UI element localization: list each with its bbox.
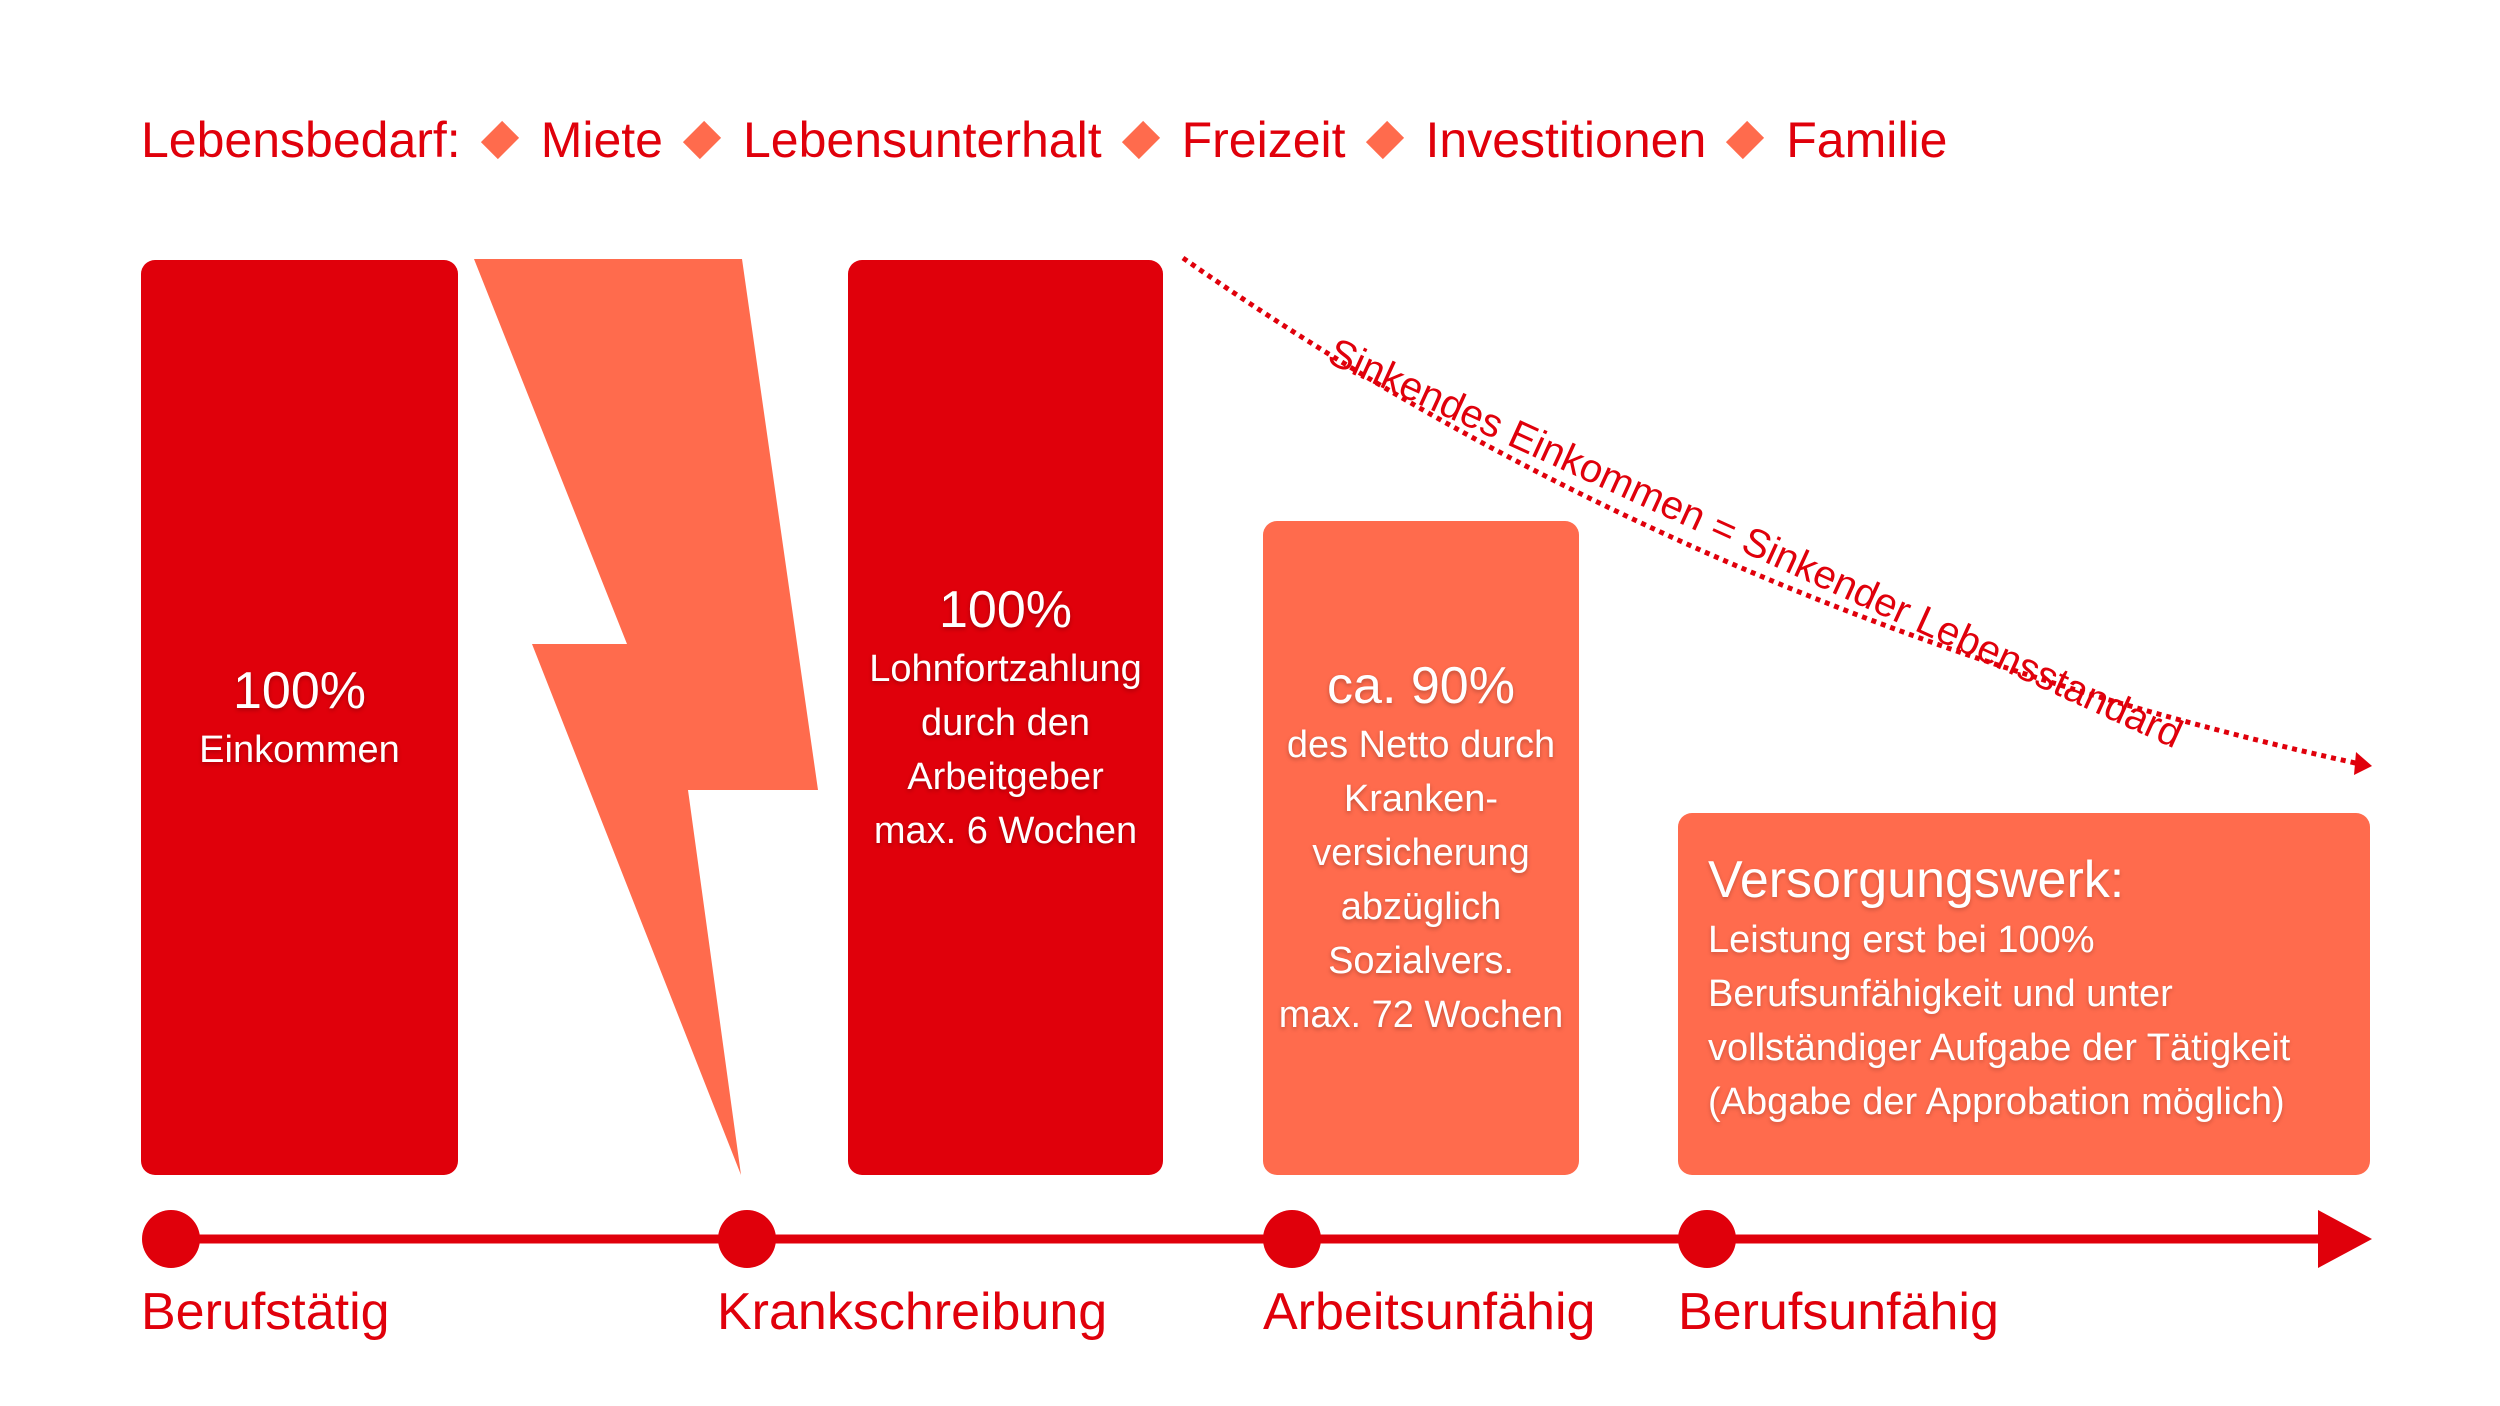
timeline-dot: [718, 1210, 776, 1268]
legend-item: Miete: [540, 112, 663, 168]
box-versorgungswerk: Versorgungswerk: Leistung erst bei 100% …: [1678, 813, 2370, 1175]
bar-headline: 100%: [939, 580, 1072, 639]
box-title: Versorgungswerk:: [1708, 851, 2125, 909]
bar-line: Arbeitgeber: [907, 755, 1104, 798]
bar-berufstaetig: 100% Einkommen: [141, 260, 458, 1175]
bar-line: abzüglich: [1340, 886, 1502, 928]
legend-item: Familie: [1786, 112, 1948, 168]
trend-arrowhead-icon: [2354, 752, 2372, 775]
bar-line: Lohnfortzahlung: [869, 647, 1142, 690]
bar-line: Einkommen: [199, 728, 400, 771]
bar-line: des Netto durch: [1286, 724, 1556, 766]
timeline-dot: [142, 1210, 200, 1268]
legend-item: Lebensunterhalt: [742, 112, 1102, 168]
trend-dotted-arrow: [1181, 255, 2361, 767]
timeline-label-krankschreibung: Krankschreibung: [717, 1283, 1108, 1341]
bar-line: Kranken-: [1343, 778, 1499, 820]
legend-item: Investitionen: [1425, 112, 1707, 168]
bar-headline: ca. 90%: [1327, 657, 1515, 715]
bar-line: versicherung: [1312, 832, 1530, 874]
lightning-bolt-icon: [474, 259, 818, 1175]
bar-line: max. 6 Wochen: [873, 809, 1138, 852]
timeline-label-berufsunfaehig: Berufsunfähig: [1678, 1283, 1999, 1341]
timeline-label-berufstaetig: Berufstätig: [141, 1283, 390, 1341]
timeline-dot: [1678, 1210, 1736, 1268]
timeline-arrowhead-icon: [2318, 1210, 2372, 1268]
bar-line: Sozialvers.: [1328, 940, 1514, 982]
bar-line: max. 72 Wochen: [1278, 994, 1564, 1036]
box-line: vollständiger Aufgabe der Tätigkeit: [1708, 1027, 2291, 1069]
box-line: Leistung erst bei 100%: [1708, 919, 2095, 961]
legend: Lebensbedarf: Miete Lebensunterhalt Frei…: [141, 105, 1947, 175]
box-line: (Abgabe der Approbation möglich): [1708, 1081, 2285, 1123]
box-line: Berufsunfähigkeit und unter: [1708, 973, 2173, 1015]
legend-label: Lebensbedarf:: [141, 112, 461, 168]
timeline-label-arbeitsunfaehig: Arbeitsunfähig: [1263, 1283, 1596, 1341]
bar-line: durch den: [920, 701, 1090, 744]
bar-arbeitsunfaehig: ca. 90% des Netto durch Kranken- versich…: [1263, 521, 1579, 1175]
bar-krankschreibung: 100% Lohnfortzahlung durch den Arbeitgeb…: [848, 260, 1163, 1175]
timeline-dot: [1263, 1210, 1321, 1268]
bar-headline: 100%: [233, 661, 366, 720]
legend-item: Freizeit: [1181, 112, 1346, 168]
